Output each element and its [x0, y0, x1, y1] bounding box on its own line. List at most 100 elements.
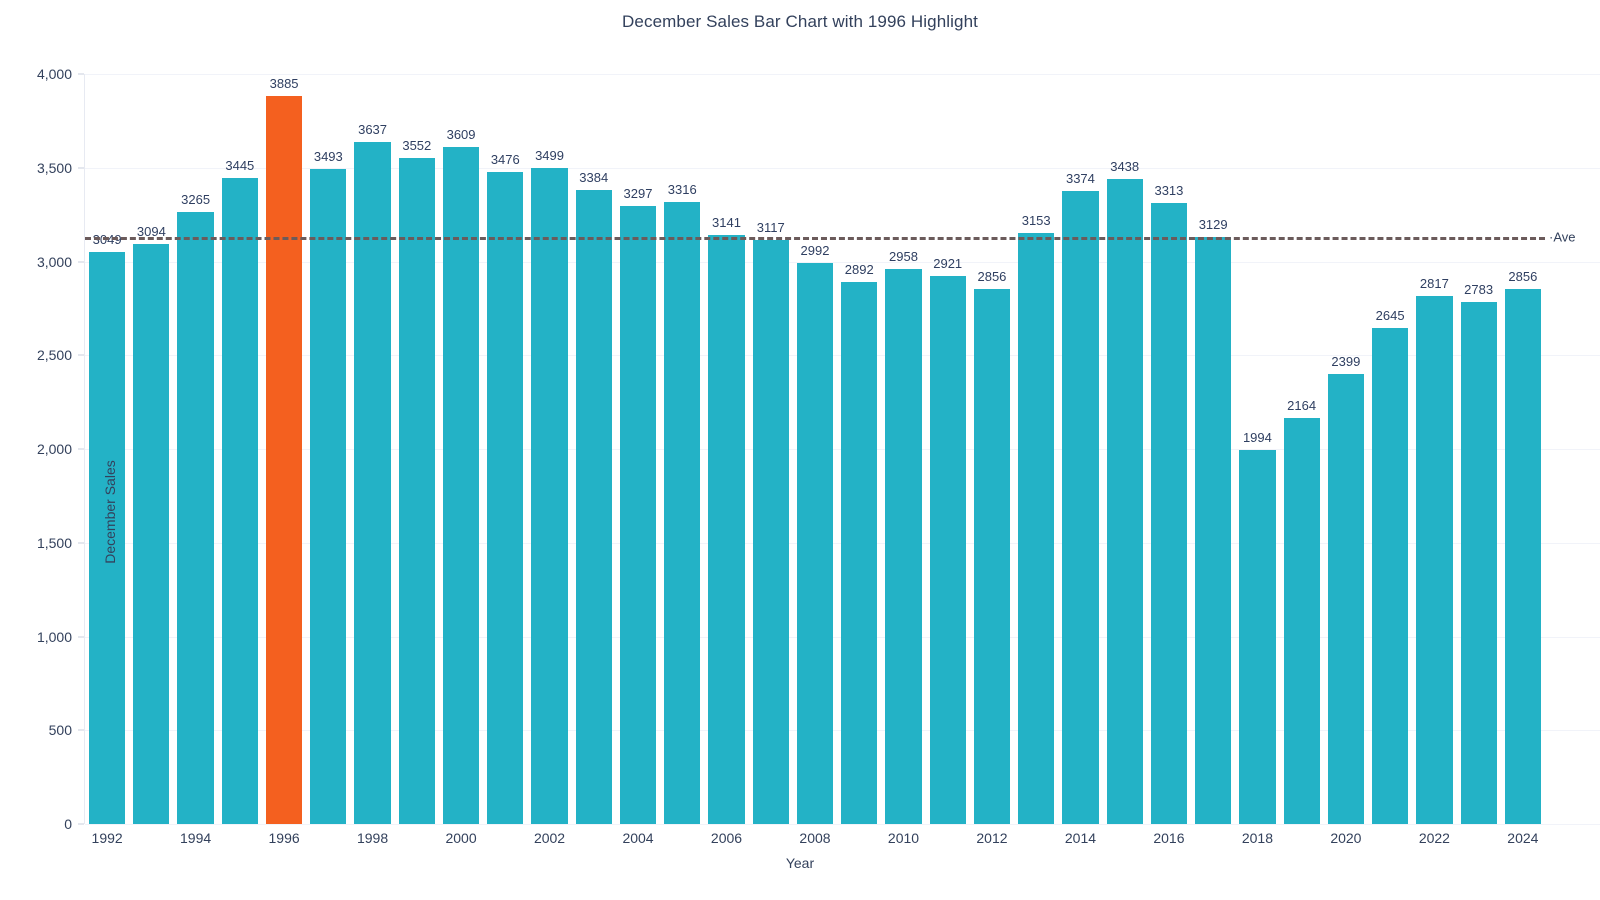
bar[interactable]: [1504, 288, 1541, 824]
bar-group[interactable]: 3384: [575, 74, 612, 824]
bar-group[interactable]: 2921: [929, 74, 966, 824]
plot-area: 3049 3094 3265 3445 3885 3493 3637 3552 3609 3476…: [85, 74, 1600, 825]
bar[interactable]: [531, 167, 568, 824]
bar[interactable]: [796, 263, 834, 824]
bar-value-label: 3129: [1198, 217, 1228, 233]
bar-group[interactable]: 3265: [177, 74, 214, 824]
y-axis-tick-mark: [78, 73, 84, 75]
bar-group[interactable]: 2892: [841, 74, 878, 824]
bar[interactable]: [973, 288, 1011, 824]
bar[interactable]: [1239, 450, 1276, 824]
bar-group[interactable]: 2856: [1504, 74, 1541, 824]
bar[interactable]: [177, 211, 214, 824]
bar-group[interactable]: 2817: [1416, 74, 1453, 824]
bar[interactable]: [398, 158, 435, 824]
bar-group[interactable]: 3445: [221, 74, 258, 824]
bar-group[interactable]: 3885: [265, 74, 303, 824]
bar[interactable]: [1062, 191, 1099, 824]
bar-group[interactable]: 2164: [1283, 74, 1320, 824]
bar[interactable]: [1195, 237, 1232, 824]
bar-value-label: 2783: [1464, 282, 1494, 298]
x-axis-tick-label: 2014: [1064, 830, 1097, 846]
bar-group[interactable]: 2399: [1327, 74, 1365, 824]
bar[interactable]: [575, 189, 612, 824]
bar-group[interactable]: 3297: [619, 74, 657, 824]
x-axis-tick-label: 2008: [799, 830, 831, 846]
bar[interactable]: [752, 239, 789, 824]
bar-group[interactable]: 3094: [133, 74, 170, 824]
bar[interactable]: [1018, 232, 1055, 824]
bar[interactable]: [487, 172, 524, 824]
bar[interactable]: [1106, 179, 1143, 824]
bar-group[interactable]: 1994: [1239, 74, 1276, 824]
bar-group[interactable]: 3499: [531, 74, 568, 824]
x-axis-tick-label: 2004: [622, 830, 654, 846]
y-axis-spine: [84, 74, 85, 824]
bar-value-label: 2856: [977, 268, 1007, 284]
bar-group[interactable]: 3153: [1018, 74, 1055, 824]
bar-value-label: 3374: [1065, 171, 1095, 187]
bar-group[interactable]: 3552: [398, 74, 435, 824]
bar-value-label: 3476: [490, 152, 520, 168]
x-axis-tick-label: 2006: [710, 830, 743, 846]
bar-value-label: 2399: [1331, 354, 1361, 370]
bar-group[interactable]: 3049: [89, 74, 126, 824]
bar[interactable]: [221, 178, 258, 824]
y-axis-tick-mark: [78, 448, 84, 450]
x-axis-tick-label: 2000: [445, 830, 477, 846]
bar-group[interactable]: 3493: [310, 74, 347, 824]
bar[interactable]: [354, 142, 391, 824]
bar[interactable]: [1283, 418, 1320, 824]
bar-group[interactable]: 3374: [1062, 74, 1099, 824]
bar[interactable]: [1416, 295, 1453, 824]
bar-value-label: 3637: [358, 122, 388, 138]
bar[interactable]: [442, 147, 480, 824]
bar-group[interactable]: 3438: [1106, 74, 1143, 824]
bar[interactable]: [1327, 374, 1365, 824]
bar[interactable]: [1372, 328, 1409, 824]
y-axis-tick-mark: [78, 261, 84, 262]
bar-group[interactable]: 3637: [354, 74, 391, 824]
bar-group[interactable]: 2783: [1460, 74, 1497, 824]
bar-value-label: 3609: [446, 127, 476, 143]
bar-group[interactable]: 2992: [796, 74, 834, 824]
bar-group[interactable]: 3117: [752, 74, 789, 824]
bar[interactable]: [841, 281, 878, 824]
x-axis-tick-label: 1996: [268, 830, 300, 846]
bar-group[interactable]: 3313: [1150, 74, 1188, 824]
bar-group[interactable]: 2856: [973, 74, 1011, 824]
bar-group[interactable]: 3129: [1195, 74, 1232, 824]
bar-value-label: 3094: [136, 223, 166, 239]
bar-group[interactable]: 2958: [885, 74, 922, 824]
x-axis-tick-label: 2022: [1418, 830, 1450, 846]
bar[interactable]: [664, 202, 701, 824]
chart-title: December Sales Bar Chart with 1996 Highl…: [622, 12, 978, 31]
bar-value-label: 2856: [1508, 268, 1538, 284]
bar[interactable]: [619, 205, 657, 824]
bar-value-label: 3552: [402, 138, 432, 153]
x-axis-tick-label: 2020: [1330, 830, 1362, 846]
bar[interactable]: [885, 269, 922, 824]
x-axis-spine: [85, 824, 1545, 825]
bar-group[interactable]: 2645: [1372, 74, 1409, 824]
bar-group[interactable]: 3316: [664, 74, 701, 824]
x-axis-tick-label: 2010: [887, 830, 920, 846]
bar-value-label: 2645: [1375, 308, 1405, 324]
bar[interactable]: [89, 252, 126, 824]
bar-group[interactable]: 3141: [708, 74, 745, 824]
bar-value-label: 2892: [844, 261, 874, 277]
bar-value-label: 3141: [712, 215, 741, 231]
bar[interactable]: [1150, 202, 1188, 824]
bar-group[interactable]: 3476: [487, 74, 524, 824]
bar-value-label: 3885: [269, 75, 299, 91]
y-axis-tick-label: 2,500: [36, 347, 72, 364]
bar-highlighted[interactable]: [265, 95, 303, 824]
bar[interactable]: [1460, 302, 1497, 824]
bar[interactable]: [133, 243, 170, 824]
x-axis-tick-label: 2012: [976, 830, 1008, 846]
bar[interactable]: [310, 169, 347, 824]
bar[interactable]: [708, 235, 745, 824]
bar-value-label: 3153: [1021, 212, 1051, 228]
bar[interactable]: [929, 276, 966, 824]
bar-group[interactable]: 3609: [442, 74, 480, 824]
